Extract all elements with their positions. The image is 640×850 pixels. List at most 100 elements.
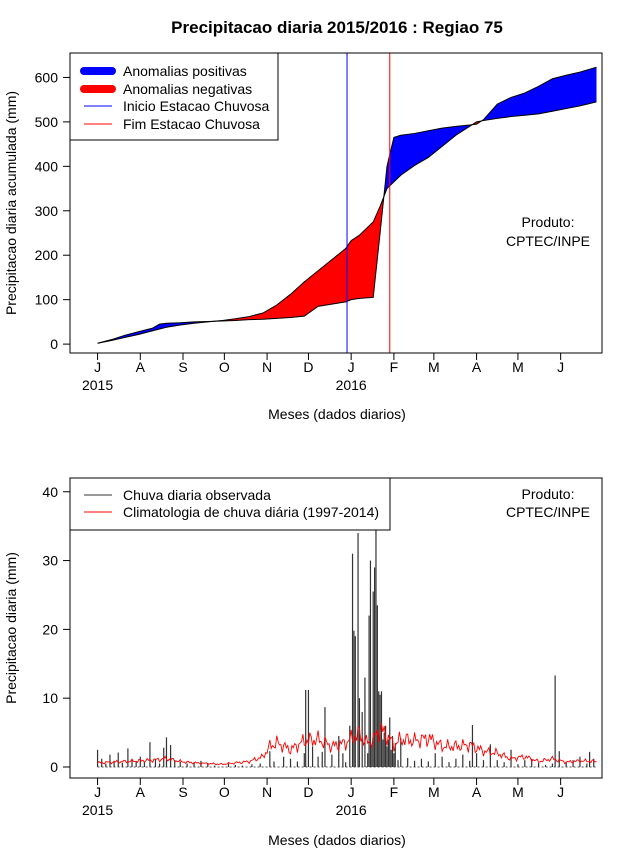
rain-bar [413, 760, 416, 767]
rain-bar [510, 749, 512, 767]
rain-bar [385, 725, 387, 767]
top-y-axis-label: Precipitacao diaria acumulada (mm) [3, 91, 19, 315]
cumulative-precipitation-chart: Precipitacao diaria 2015/2016 : Regiao 7… [3, 18, 603, 422]
x-tick-label: F [390, 784, 399, 800]
top-legend: Anomalias positivas Anomalias negativas … [69, 52, 279, 141]
rain-bar [524, 760, 526, 767]
rain-bar [517, 764, 519, 767]
y-tick-label: 40 [42, 484, 58, 500]
rain-bar [586, 763, 588, 767]
rain-bar [407, 758, 409, 767]
rain-bar [113, 760, 115, 767]
rain-bar [368, 615, 370, 767]
rain-bar [170, 744, 172, 767]
rain-bar [342, 753, 344, 767]
rain-bar [143, 762, 146, 767]
rain-bar [174, 760, 176, 767]
rain-bar [380, 691, 383, 767]
rain-bar [544, 764, 547, 767]
x-tick-label: S [178, 359, 187, 375]
observed-rain-bars [96, 529, 595, 767]
rain-bar [105, 763, 107, 767]
rain-bar [351, 553, 354, 767]
rain-bar [364, 677, 366, 767]
rain-bar [378, 691, 380, 767]
rain-bar [179, 761, 181, 767]
legend-label-end: Fim Estacao Chuvosa [123, 116, 260, 132]
rain-bar [427, 761, 429, 767]
rain-bar [154, 758, 157, 767]
rain-bar [127, 748, 129, 767]
rain-bar [387, 739, 389, 767]
y-tick-label: 100 [35, 292, 59, 308]
rain-bar [372, 591, 374, 767]
rain-bar [531, 758, 533, 767]
y-tick-label: 0 [50, 336, 58, 352]
climatology-line-group [97, 723, 597, 766]
rain-bar [303, 753, 305, 767]
rain-bar [572, 760, 574, 767]
x-tick-label: A [472, 784, 482, 800]
rain-bar [311, 746, 314, 767]
positive-anomaly-area [481, 67, 597, 121]
top-product-label: Produto: [522, 214, 575, 230]
legend-label-positive: Anomalias positivas [123, 63, 247, 79]
x-tick-label: J [557, 784, 564, 800]
x-tick-label: S [178, 784, 187, 800]
rain-bar [554, 675, 556, 767]
legend-label-start: Inicio Estacao Chuvosa [123, 98, 270, 114]
bottom-y-axis: 0 10 20 30 40 [42, 484, 71, 775]
rain-bar [589, 751, 591, 767]
rain-bar [227, 763, 230, 767]
bottom-product-label: Produto: [522, 486, 575, 502]
bottom-legend-box [69, 477, 391, 531]
x-year-label: 2016 [336, 802, 367, 818]
rain-bar [469, 760, 471, 767]
rain-bar [482, 760, 485, 767]
rain-bar [353, 630, 355, 767]
rain-bar [593, 758, 595, 767]
rain-bar [367, 753, 369, 767]
x-tick-label: M [428, 359, 440, 375]
top-x-axis: J A S O N D J F M A M J 2015 2016 [82, 352, 564, 393]
rain-bar [165, 737, 168, 767]
x-tick-label: M [428, 784, 440, 800]
rain-bar [358, 698, 361, 767]
x-tick-label: O [219, 784, 230, 800]
y-tick-label: 600 [35, 69, 59, 85]
y-tick-label: 0 [50, 759, 58, 775]
rain-bar [158, 763, 161, 767]
rain-bar [354, 636, 356, 767]
rain-bar [273, 761, 275, 767]
rain-bar [400, 738, 402, 767]
rain-bar [434, 753, 436, 767]
rain-bar [305, 689, 307, 767]
x-tick-label: J [557, 359, 564, 375]
y-tick-label: 500 [35, 114, 59, 130]
rain-bar [455, 758, 457, 767]
rain-bar [383, 732, 385, 767]
rain-bar [389, 717, 391, 767]
x-tick-label: J [348, 359, 355, 375]
rain-bar [193, 762, 195, 767]
rain-bar [109, 754, 111, 767]
top-product-source: CPTEC/INPE [506, 233, 590, 249]
observed-cumulative-line [97, 66, 597, 344]
rain-bar [139, 756, 141, 767]
positive-anomaly-area [383, 124, 473, 197]
rain-bar [186, 763, 188, 767]
rain-bar [394, 742, 396, 767]
negative-anomaly-area [214, 196, 384, 322]
rain-bar [391, 736, 394, 767]
rain-bar [259, 763, 261, 767]
rain-bar [551, 763, 553, 767]
legend-label-observed: Chuva diaria observada [123, 487, 271, 503]
x-tick-label: O [219, 359, 230, 375]
rain-bar [475, 753, 478, 767]
rain-bar [373, 567, 376, 767]
x-tick-label: A [472, 359, 482, 375]
rain-bar [345, 762, 347, 767]
rain-bar [441, 756, 443, 767]
y-tick-label: 200 [35, 247, 59, 263]
